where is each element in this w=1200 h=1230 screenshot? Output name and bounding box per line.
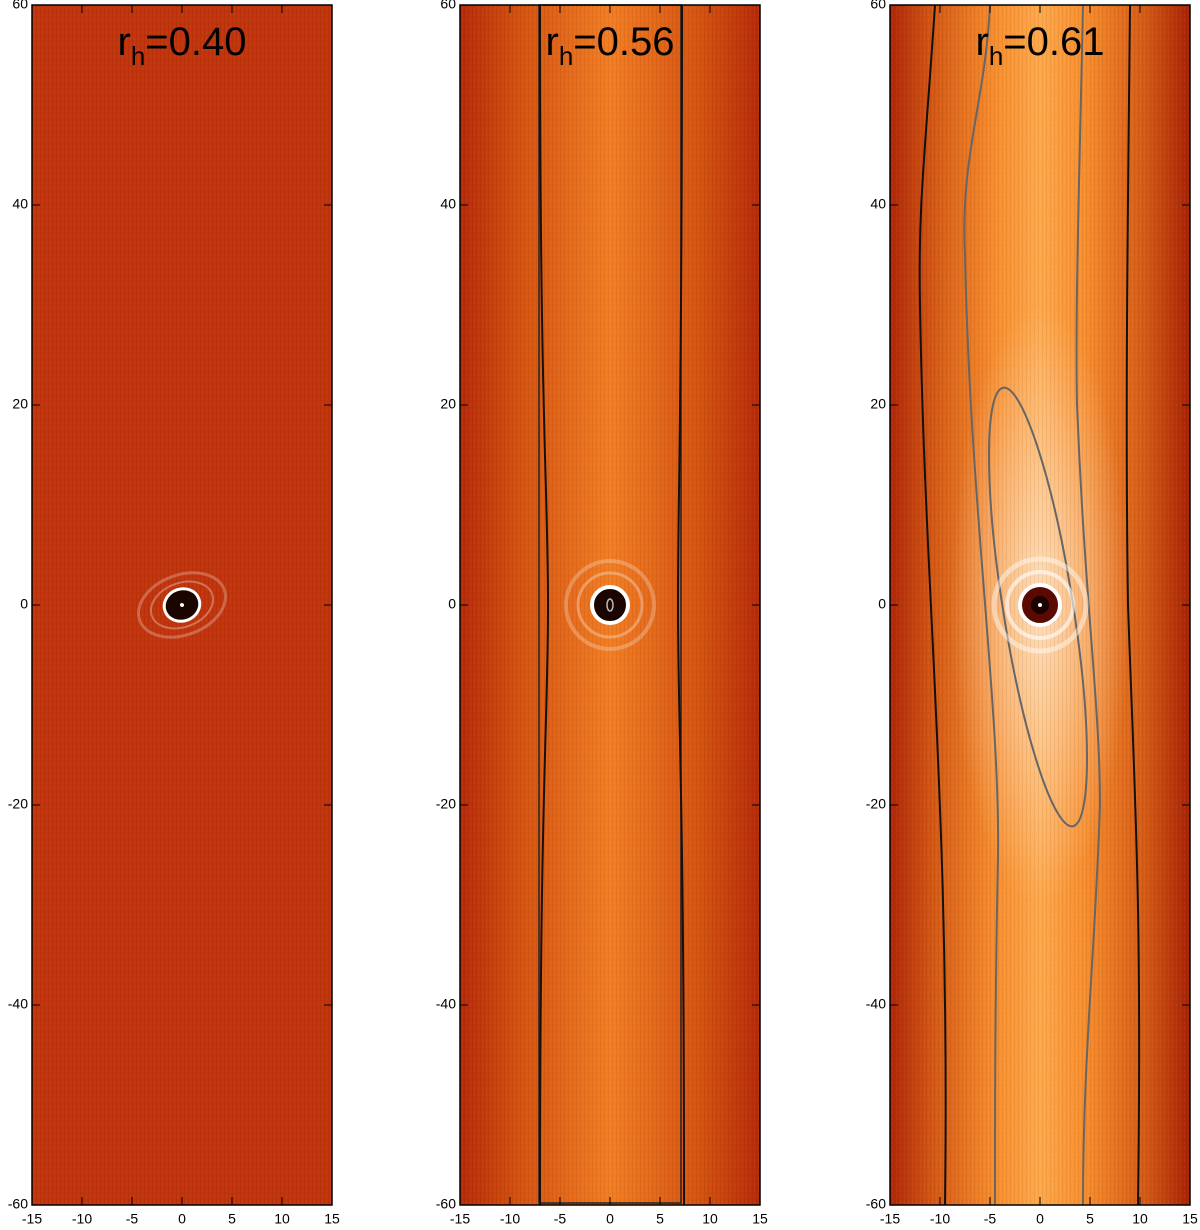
x-tick-label: 0 (1036, 1211, 1044, 1227)
title-subscript: h (559, 41, 573, 71)
x-tick-label: -5 (984, 1211, 997, 1227)
title-base: r (117, 20, 130, 64)
title-rest: =0.56 (573, 20, 674, 64)
y-tick-label: 0 (20, 596, 28, 612)
x-tick-label: 15 (1182, 1211, 1198, 1227)
y-tick-label: -40 (436, 996, 456, 1012)
y-tick-label: 40 (440, 196, 456, 212)
x-tick-label: -10 (500, 1211, 520, 1227)
y-tick-label: -60 (866, 1196, 886, 1212)
x-tick-label: -5 (126, 1211, 139, 1227)
y-tick-label: -20 (436, 796, 456, 812)
x-tick-label: -10 (72, 1211, 92, 1227)
title-rest: =0.61 (1003, 20, 1104, 64)
x-tick-label: -15 (22, 1211, 42, 1227)
panel-1 (32, 5, 332, 1205)
x-tick-label: 5 (228, 1211, 236, 1227)
y-tick-label: 20 (12, 396, 28, 412)
x-tick-label: -15 (880, 1211, 900, 1227)
panel-title: rh=0.61 (975, 20, 1104, 71)
x-tick-label: 10 (1132, 1211, 1148, 1227)
title-rest: =0.40 (145, 20, 246, 64)
title-subscript: h (131, 41, 145, 71)
panel-title: rh=0.40 (117, 20, 246, 71)
x-tick-label: 10 (702, 1211, 718, 1227)
x-tick-label: 0 (606, 1211, 614, 1227)
x-tick-label: -10 (930, 1211, 950, 1227)
y-tick-label: 20 (440, 396, 456, 412)
title-base: r (975, 20, 988, 64)
y-tick-label: -60 (8, 1196, 28, 1212)
y-tick-label: -20 (866, 796, 886, 812)
x-tick-label: 15 (752, 1211, 768, 1227)
y-tick-label: -60 (436, 1196, 456, 1212)
panel-3 (890, 4, 1190, 1206)
x-tick-label: 5 (1086, 1211, 1094, 1227)
title-subscript: h (989, 41, 1003, 71)
x-tick-label: 0 (178, 1211, 186, 1227)
y-tick-label: -40 (8, 996, 28, 1012)
y-tick-label: 0 (448, 596, 456, 612)
x-tick-label: -5 (554, 1211, 567, 1227)
x-tick-label: 5 (656, 1211, 664, 1227)
x-tick-label: 10 (274, 1211, 290, 1227)
title-base: r (545, 20, 558, 64)
y-tick-label: 40 (870, 196, 886, 212)
y-tick-label: -20 (8, 796, 28, 812)
y-tick-label: 20 (870, 396, 886, 412)
panel-2 (460, 4, 760, 1206)
y-tick-label: 60 (870, 0, 886, 12)
y-tick-label: 60 (12, 0, 28, 12)
x-tick-label: -15 (450, 1211, 470, 1227)
y-tick-label: 40 (12, 196, 28, 212)
y-tick-label: 60 (440, 0, 456, 12)
panel-title: rh=0.56 (545, 20, 674, 71)
y-tick-label: 0 (878, 596, 886, 612)
y-tick-label: -40 (866, 996, 886, 1012)
x-tick-label: 15 (324, 1211, 340, 1227)
